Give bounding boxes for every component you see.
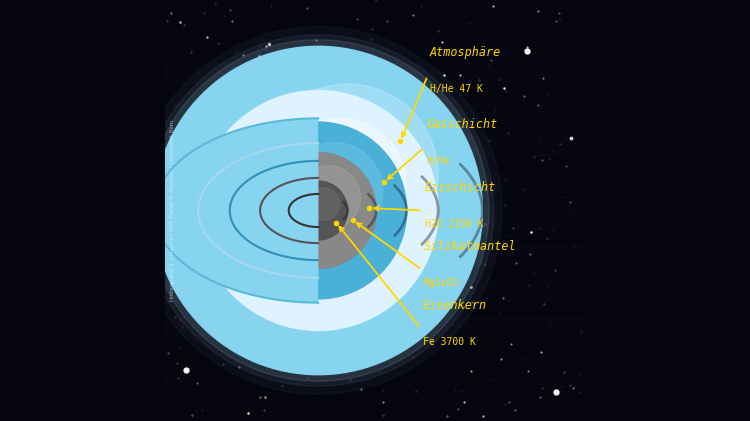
Circle shape	[230, 122, 406, 299]
Bar	[164, 99, 586, 120]
Polygon shape	[198, 143, 318, 278]
Text: H2O 2100 K: H2O 2100 K	[424, 219, 484, 229]
Text: MgSi03: MgSi03	[424, 278, 459, 288]
Polygon shape	[154, 118, 318, 303]
Text: Hintergrund: J. Colarme / ESO Planet 9: Morsslin / Universität Bern: Hintergrund: J. Colarme / ESO Planet 9: …	[170, 120, 175, 301]
Text: Eisenkern: Eisenkern	[423, 298, 487, 312]
Circle shape	[142, 35, 494, 386]
Polygon shape	[289, 194, 318, 227]
Bar	[164, 63, 586, 84]
Bar	[164, 171, 586, 192]
Circle shape	[198, 91, 438, 330]
Bar	[164, 208, 586, 229]
Circle shape	[308, 188, 340, 220]
Circle shape	[274, 118, 406, 250]
Circle shape	[260, 152, 376, 269]
Text: Eisschicht: Eisschicht	[424, 181, 496, 194]
Circle shape	[257, 84, 438, 265]
Circle shape	[154, 46, 482, 375]
Bar	[164, 244, 586, 265]
Text: Silikatmantel: Silikatmantel	[424, 240, 517, 253]
Circle shape	[289, 181, 348, 240]
Circle shape	[297, 166, 361, 230]
Bar	[164, 135, 586, 156]
Text: H/He: H/He	[426, 156, 450, 166]
Text: H/He 47 K: H/He 47 K	[430, 84, 482, 94]
Polygon shape	[260, 178, 318, 243]
Circle shape	[286, 142, 382, 240]
Bar	[164, 316, 586, 337]
Bar	[164, 280, 586, 301]
Circle shape	[148, 40, 489, 381]
Text: Gasschicht: Gasschicht	[426, 117, 497, 131]
Text: Atmosphäre: Atmosphäre	[430, 46, 501, 59]
Polygon shape	[230, 161, 318, 260]
Text: Fe 3700 K: Fe 3700 K	[423, 337, 476, 347]
